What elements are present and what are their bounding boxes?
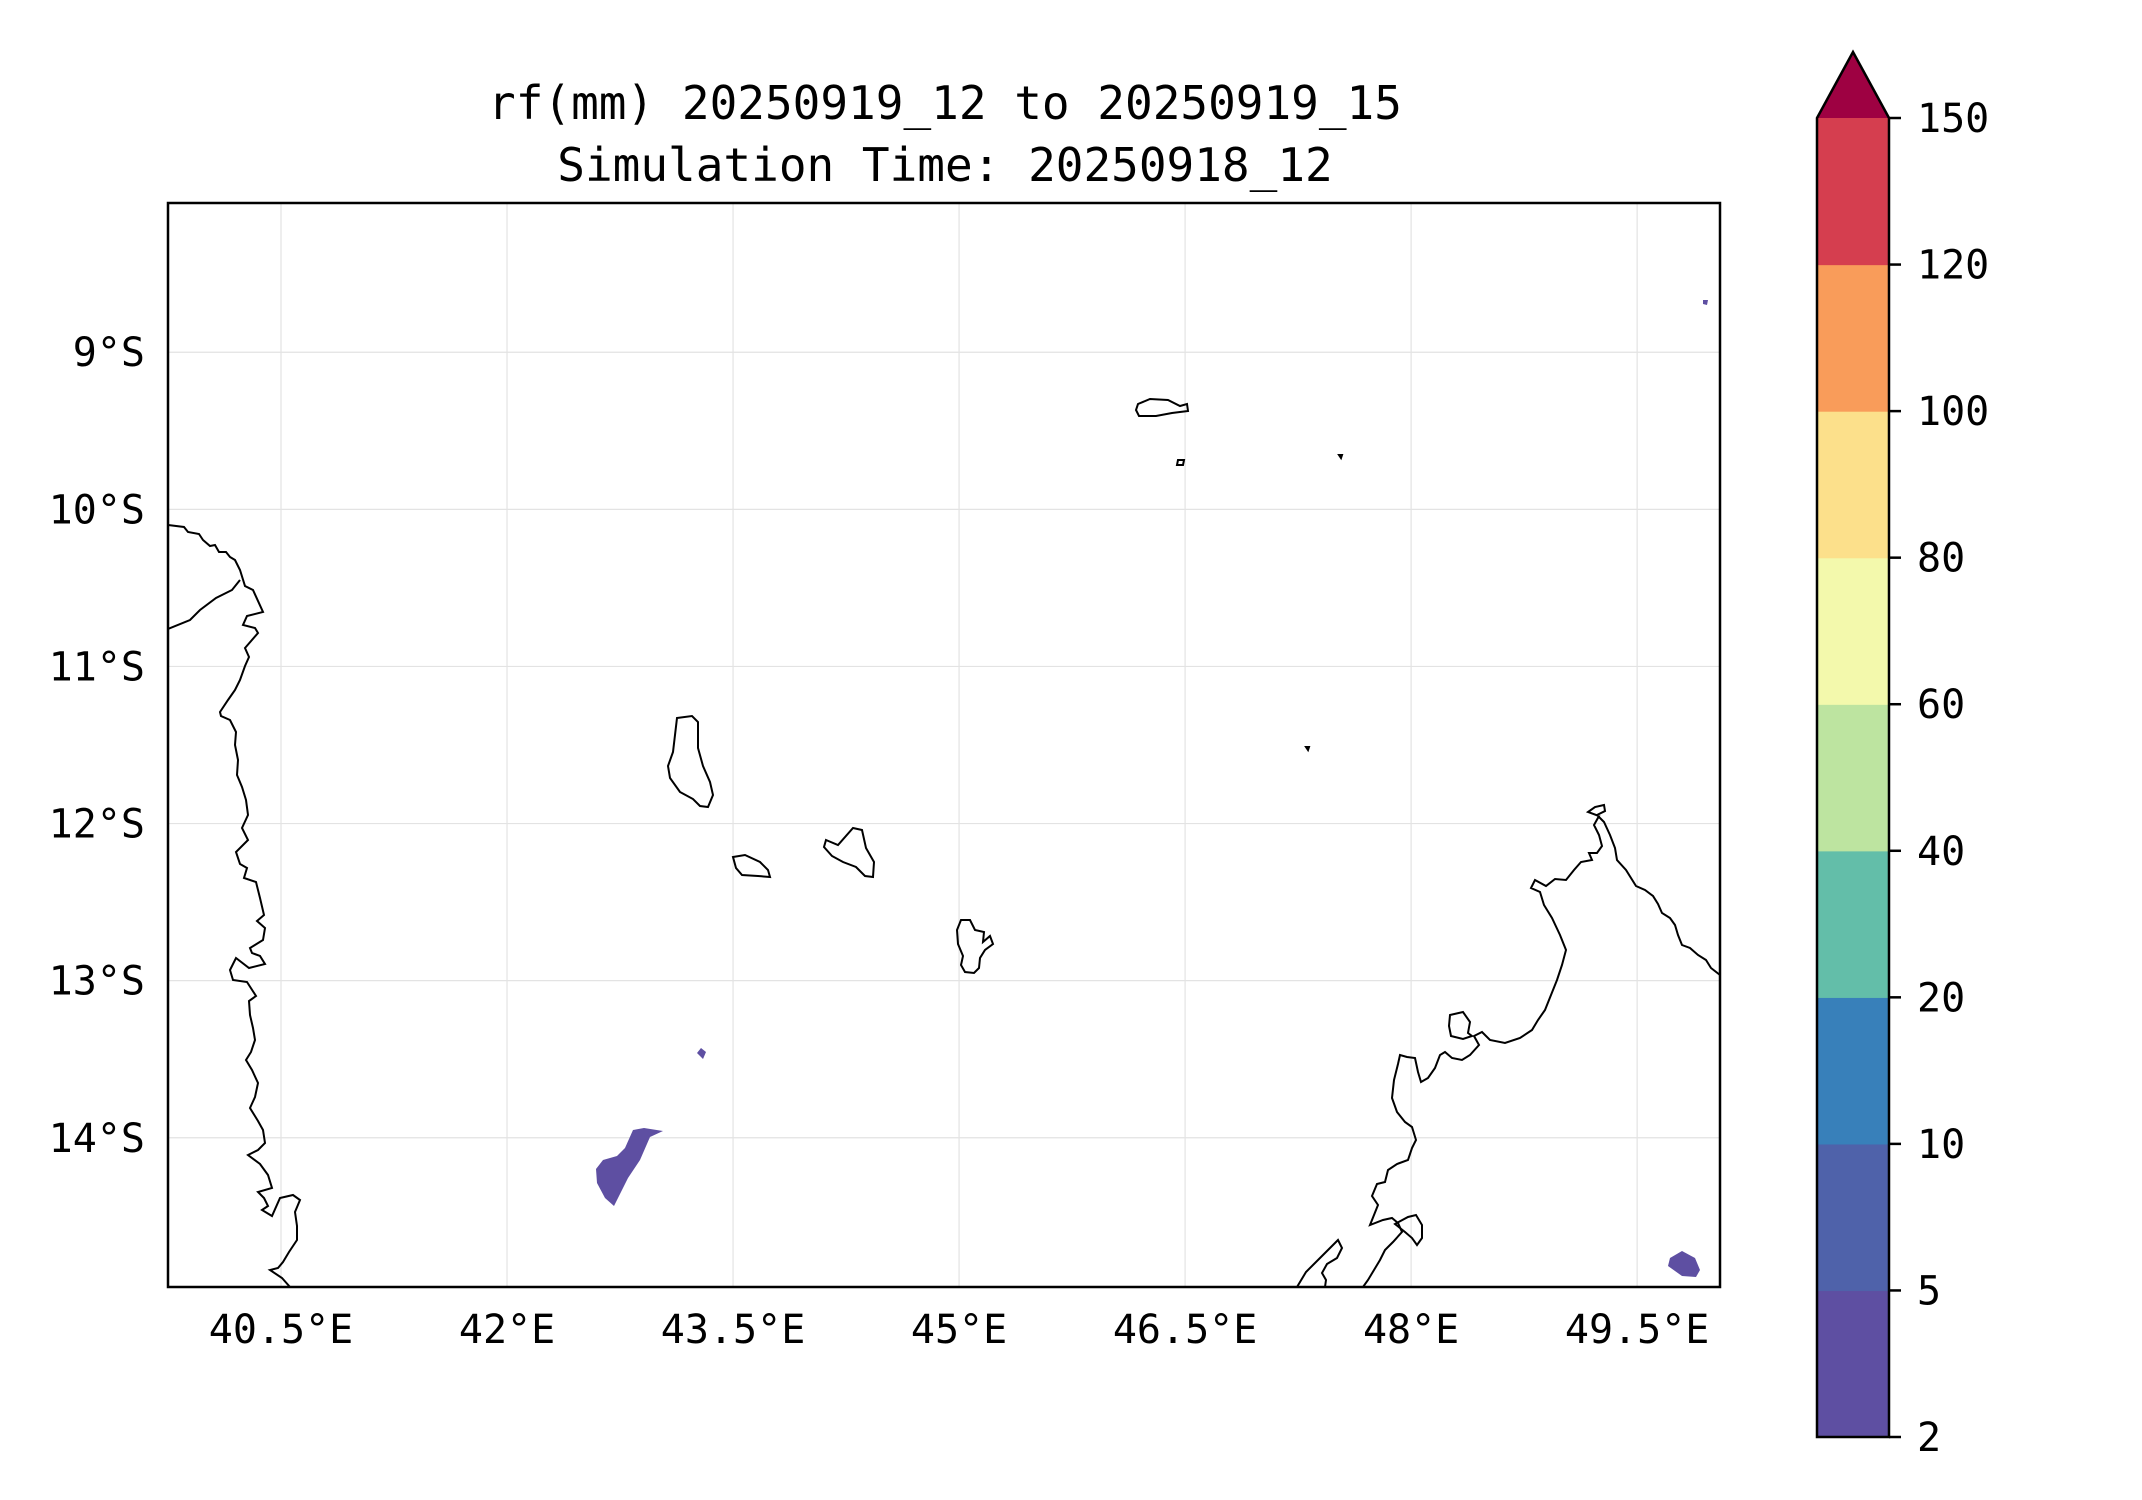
colorbar-tick-label: 120 — [1917, 243, 1989, 289]
colorbar-band — [1817, 704, 1889, 852]
colorbar-band — [1817, 997, 1889, 1145]
x-tick-label: 49.5°E — [1565, 1307, 1710, 1353]
rain-area-southwest-comoros — [596, 1128, 663, 1206]
coastline-assumption-island — [1175, 459, 1186, 466]
rain-area-small-patch — [697, 1048, 706, 1059]
colorbar-tick-label: 100 — [1917, 389, 1989, 435]
coastline-madagascar-southwest-peninsula — [1296, 1238, 1344, 1287]
coastline-madagascar — [1362, 803, 1720, 1287]
map-content — [168, 300, 1720, 1287]
coastline-mainland-inlet — [168, 579, 241, 630]
coastline-moheli — [731, 853, 772, 879]
coastline-glorioso-dot — [1304, 746, 1311, 753]
map-background — [168, 203, 1720, 1287]
colorbar-band — [1817, 118, 1889, 266]
coastlines — [168, 397, 1720, 1287]
x-tick-labels: 40.5°E 42°E 43.5°E 45°E 46.5°E 48°E 49.5°E — [209, 1307, 1710, 1353]
rain-area-southeast-madagascar — [1668, 1251, 1700, 1277]
colorbar-tick-label: 5 — [1917, 1268, 1941, 1314]
colorbar-band — [1817, 557, 1889, 705]
x-tick-label: 42°E — [459, 1307, 555, 1353]
y-tick-labels: 9°S 10°S 11°S 12°S 13°S 14°S — [49, 330, 145, 1162]
y-tick-label: 13°S — [49, 959, 145, 1005]
colorbar-bands — [1817, 118, 1889, 1438]
coastline-anjouan — [822, 826, 876, 879]
colorbar-outline — [1815, 49, 1891, 1439]
x-tick-label: 46.5°E — [1113, 1307, 1258, 1353]
map-axes: 40.5°E 42°E 43.5°E 45°E 46.5°E 48°E 49.5°E 9°S… — [49, 201, 1722, 1353]
colorbar-tick-label: 150 — [1917, 96, 1989, 142]
colorbar-band — [1817, 1143, 1889, 1292]
coastline-grande-comore — [666, 714, 715, 809]
title-line-2: Simulation Time: 20250918_12 — [557, 138, 1333, 192]
x-tick-label: 48°E — [1363, 1307, 1459, 1353]
colorbar-band — [1817, 850, 1889, 998]
coastline-madagascar-bay-inner — [1393, 1213, 1423, 1247]
map-title: rf(mm) 20250919_12 to 20250919_15 Simula… — [170, 72, 1720, 196]
coastline-aldabra — [1134, 397, 1190, 417]
coastline-african-mainland — [168, 524, 302, 1287]
colorbar-tick-label: 60 — [1917, 682, 1965, 728]
y-tick-label: 14°S — [49, 1116, 145, 1162]
map-frame — [166, 201, 1722, 1289]
rain-area-northeast-dot — [1703, 300, 1708, 305]
colorbar-band — [1817, 1290, 1889, 1438]
colorbar-band — [1817, 411, 1889, 559]
colorbar-tick-label: 80 — [1917, 536, 1965, 582]
y-tick-label: 12°S — [49, 802, 145, 848]
colorbar-tick-label: 40 — [1917, 829, 1965, 875]
coastline-mayotte — [955, 919, 995, 975]
colorbar-ticks: 2 5 10 20 40 60 80 100 120 150 — [1889, 96, 1989, 1461]
title-line-1: rf(mm) 20250919_12 to 20250919_15 — [488, 76, 1402, 130]
colorbar-tick-label: 2 — [1917, 1415, 1941, 1461]
coastline-cosmoledo-dot — [1337, 454, 1344, 461]
colorbar-band — [1817, 264, 1889, 412]
gridlines — [168, 203, 1720, 1287]
colorbar-extend-arrow — [1817, 52, 1889, 118]
colorbar: 2 5 10 20 40 60 80 100 120 150 — [1815, 49, 1989, 1461]
colorbar-tick-label: 10 — [1917, 1122, 1965, 1168]
y-tick-label: 11°S — [49, 644, 145, 690]
y-tick-label: 9°S — [73, 330, 145, 376]
colorbar-tick-label: 20 — [1917, 975, 1965, 1021]
x-tick-label: 45°E — [911, 1307, 1007, 1353]
x-tick-label: 40.5°E — [209, 1307, 354, 1353]
coastline-nosy-be — [1447, 1010, 1475, 1041]
x-tick-label: 43.5°E — [661, 1307, 806, 1353]
y-tick-label: 10°S — [49, 487, 145, 533]
